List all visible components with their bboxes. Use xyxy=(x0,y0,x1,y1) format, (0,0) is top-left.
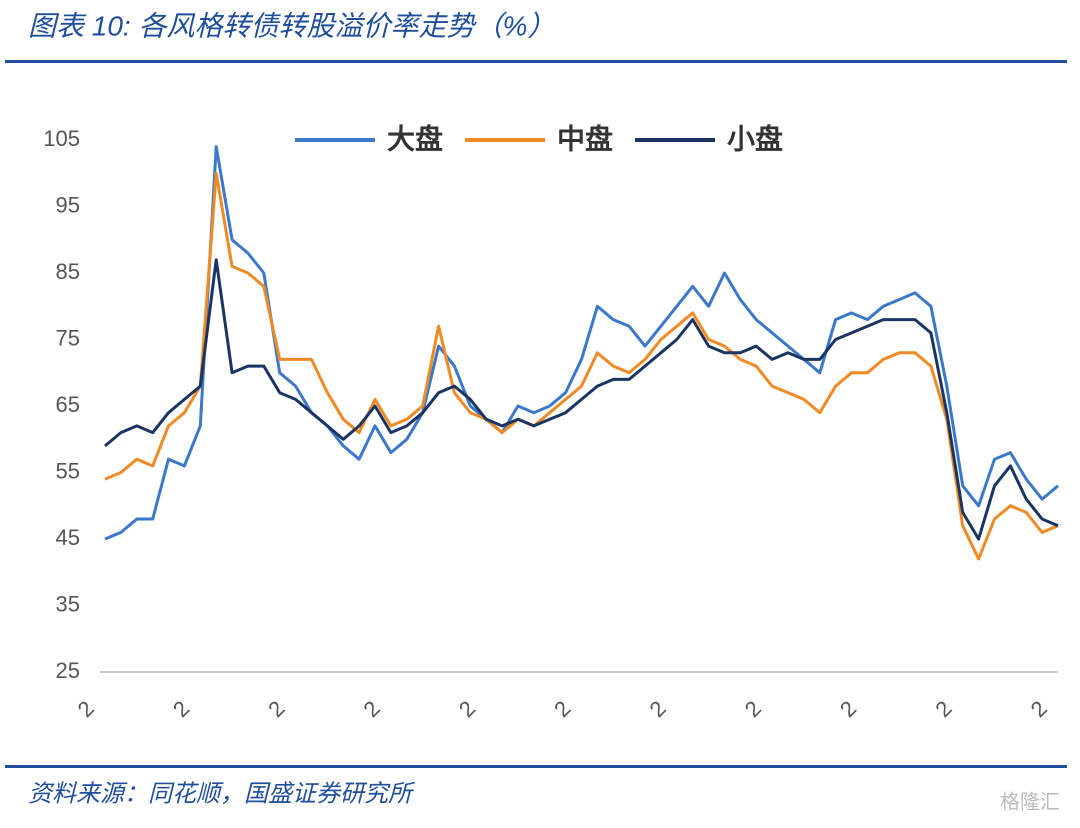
x-tick-label: 2 xyxy=(644,696,670,722)
y-tick-label: 75 xyxy=(56,325,80,350)
x-tick-label: 2 xyxy=(1026,696,1052,722)
y-tick-label: 35 xyxy=(56,591,80,616)
line-series xyxy=(104,258,1059,541)
legend-label: 小盘 xyxy=(727,122,783,154)
y-tick-label: 65 xyxy=(56,392,80,417)
source-rule xyxy=(5,765,1067,768)
x-tick-label: 2 xyxy=(454,696,480,722)
source: 资料来源：同花顺，国盛证券研究所 xyxy=(28,780,416,807)
line-series xyxy=(104,171,1059,561)
x-tick-label: 2 xyxy=(835,696,861,722)
chart-title: 图表 10: 各风格转债转股溢价率走势（%） xyxy=(28,10,555,41)
line-series xyxy=(104,145,1059,541)
y-tick-label: 55 xyxy=(56,458,80,483)
x-tick-label: 2 xyxy=(73,696,99,722)
y-tick-label: 85 xyxy=(56,259,80,284)
x-tick-label: 2 xyxy=(263,696,289,722)
x-tick-label: 2 xyxy=(930,696,956,722)
y-tick-label: 105 xyxy=(43,126,80,151)
x-tick-label: 2 xyxy=(168,696,194,722)
title-rule xyxy=(5,60,1067,63)
x-tick-label: 2 xyxy=(549,696,575,722)
x-tick-label: 2 xyxy=(359,696,385,722)
y-tick-label: 45 xyxy=(56,525,80,550)
legend-label: 中盘 xyxy=(557,122,613,154)
watermark: 格隆汇 xyxy=(1000,790,1060,813)
y-tick-label: 25 xyxy=(56,658,80,683)
x-tick-label: 2 xyxy=(740,696,766,722)
y-tick-label: 95 xyxy=(56,192,80,217)
legend-label: 大盘 xyxy=(387,122,443,154)
